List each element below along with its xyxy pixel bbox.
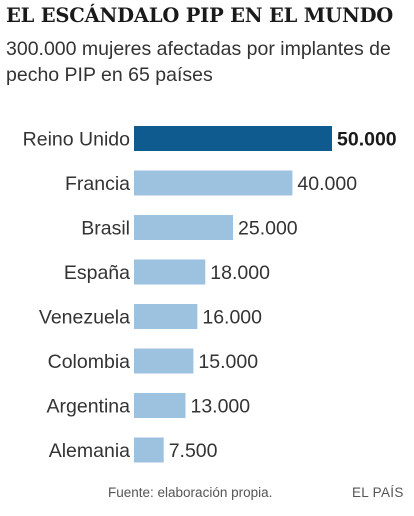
value-label: 16.000 [202,307,262,329]
bar-3 [134,259,206,285]
value-label: 50.000 [337,129,397,151]
value-label: 25.000 [238,218,298,240]
value-label: 18.000 [210,262,270,284]
value-label: 15.000 [198,351,258,373]
category-label: Reino Unido [23,129,130,151]
category-label: España [64,262,130,284]
bar-7 [134,437,164,463]
value-label: 7.500 [169,440,218,462]
category-label: Argentina [47,396,131,418]
source-note: Fuente: elaboración propia. [108,485,273,500]
bar-4 [134,304,198,329]
category-label: Brasil [81,218,130,240]
chart-subtitle: 300.000 mujeres afectadas por implantes … [6,38,391,86]
bar-6 [134,393,186,418]
chart-title: EL ESCÁNDALO PIP EN EL MUNDO [6,4,394,27]
bar-0 [134,126,332,151]
category-label: Venezuela [39,307,130,329]
bar-5 [134,348,194,374]
category-label: Colombia [48,351,131,373]
value-label: 40.000 [297,173,357,195]
value-label: 13.000 [190,396,250,418]
category-label: Alemania [49,440,130,462]
category-label: Francia [65,173,130,195]
bar-1 [134,170,293,196]
brand-label: EL PAÍS [352,485,404,500]
bar-2 [134,215,233,240]
